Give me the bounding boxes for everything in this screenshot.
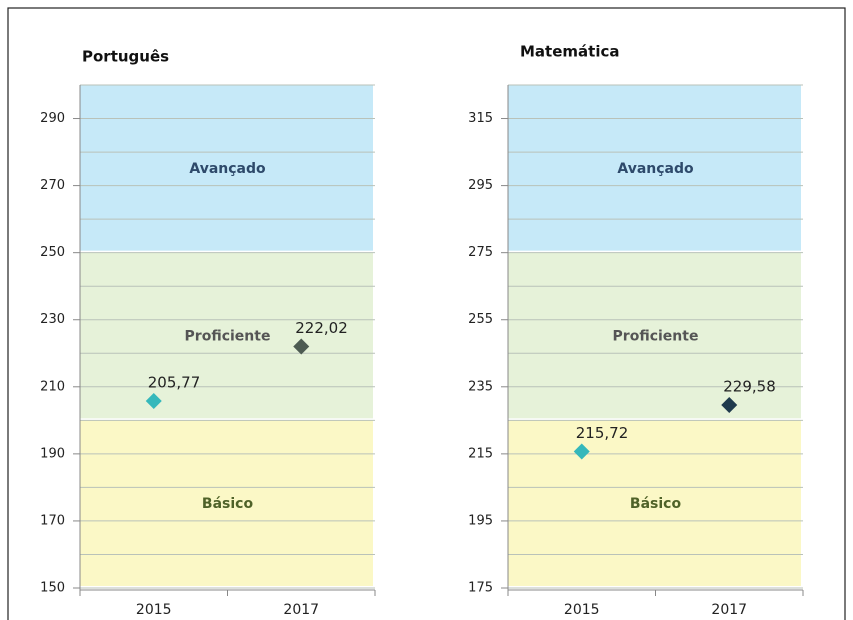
chart-title: Matemática xyxy=(520,43,619,61)
data-point xyxy=(145,392,162,409)
band xyxy=(508,252,801,419)
y-tick-label: 275 xyxy=(468,245,493,260)
chart-title: Português xyxy=(82,48,169,66)
data-point xyxy=(721,396,738,413)
data-point xyxy=(293,338,310,355)
band xyxy=(80,420,373,586)
x-tick-label: 2015 xyxy=(564,602,600,618)
band xyxy=(508,420,801,586)
band-label: Avançado xyxy=(617,161,694,177)
y-tick-label: 315 xyxy=(468,111,493,126)
data-point xyxy=(573,443,590,460)
y-tick-label: 235 xyxy=(468,379,493,394)
y-tick-label: 195 xyxy=(468,513,493,528)
y-tick-label: 250 xyxy=(40,245,65,260)
frame xyxy=(7,7,846,620)
band xyxy=(508,85,801,251)
band-label: Avançado xyxy=(189,161,266,177)
y-tick-label: 230 xyxy=(40,312,65,327)
band-label: Básico xyxy=(630,496,682,512)
y-tick-label: 255 xyxy=(468,312,493,327)
band xyxy=(80,252,373,419)
band-label: Proficiente xyxy=(185,329,271,345)
y-tick-label: 170 xyxy=(40,513,65,528)
y-tick-label: 290 xyxy=(40,111,65,126)
band xyxy=(80,85,373,251)
y-tick-label: 150 xyxy=(40,581,65,596)
y-tick-label: 210 xyxy=(40,379,65,394)
data-label: 222,02 xyxy=(295,319,348,337)
band-label: Proficiente xyxy=(613,329,699,345)
y-tick-label: 175 xyxy=(468,581,493,596)
x-tick-label: 2017 xyxy=(711,602,747,618)
data-label: 229,58 xyxy=(723,377,776,395)
band-label: Básico xyxy=(202,496,254,512)
y-tick-label: 190 xyxy=(40,446,65,461)
data-label: 205,77 xyxy=(148,373,201,391)
x-tick-label: 2015 xyxy=(136,602,172,618)
x-tick-label: 2017 xyxy=(283,602,319,618)
data-label: 215,72 xyxy=(576,424,629,442)
y-tick-label: 295 xyxy=(468,178,493,193)
y-tick-label: 270 xyxy=(40,178,65,193)
y-tick-label: 215 xyxy=(468,446,493,461)
